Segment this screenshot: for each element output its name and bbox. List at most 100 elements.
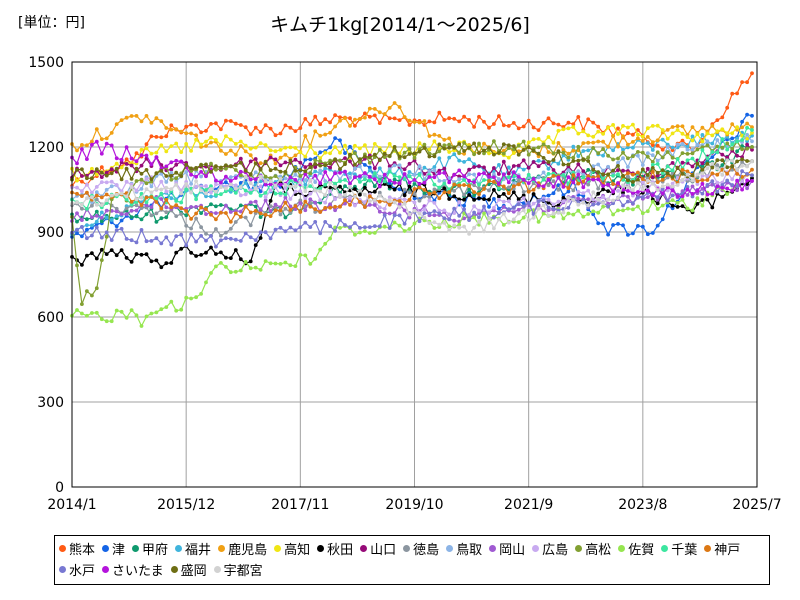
data-point [531,215,536,220]
data-point [740,187,744,192]
data-point [104,136,109,141]
y-tick-label: 0 [55,480,64,496]
data-point [104,198,109,203]
data-point [94,214,99,218]
data-point [492,226,496,231]
data-point [497,211,501,216]
data-point [308,262,313,266]
data-point [452,116,457,121]
data-point [650,160,655,164]
data-point [705,183,710,187]
data-point [596,139,601,144]
legend-item: 高知 [274,538,310,559]
data-point [90,176,94,181]
data-point [228,179,233,183]
data-point [636,170,640,175]
data-point [80,179,84,184]
data-point [99,258,104,262]
data-point [268,261,273,266]
data-point [586,155,591,160]
data-point [243,175,248,180]
data-point [402,193,407,198]
data-point [506,155,511,160]
data-point [372,184,377,189]
data-point [487,179,491,183]
data-point [636,204,640,209]
data-point [675,142,680,147]
data-point [730,142,735,147]
data-point [616,208,620,213]
data-point [228,119,233,123]
data-point [700,145,705,150]
data-point [109,248,114,253]
series-盛岡 [70,141,754,184]
legend-label: 高知 [284,543,311,558]
data-point [318,163,323,168]
data-point [621,190,625,195]
data-point [462,203,466,208]
data-point [189,169,194,174]
data-point [263,179,268,184]
data-point [248,259,253,264]
data-point [566,151,571,156]
data-point [224,134,228,139]
legend-label: 高松 [585,543,612,558]
data-point [179,174,184,179]
data-point [482,141,486,146]
data-point [194,211,199,216]
data-point [616,126,620,131]
data-point [472,125,476,129]
data-point [353,172,357,177]
data-point [640,211,645,216]
data-point [75,308,79,312]
data-point [571,148,576,153]
data-point [199,253,204,257]
data-point [715,138,720,142]
data-point [457,168,462,173]
data-point [631,132,635,137]
data-point [363,185,367,190]
data-point [452,194,457,199]
data-point [377,110,382,115]
data-point [154,258,159,263]
data-point [149,162,154,167]
data-point [367,199,372,204]
data-point [690,134,695,139]
data-point [199,170,204,174]
data-point [308,204,313,209]
data-point [750,176,754,181]
data-point [104,173,109,178]
data-point [501,142,506,147]
data-point [591,197,596,202]
data-point [214,204,218,209]
data-point [154,236,159,241]
data-point [303,117,308,121]
data-point [690,125,695,129]
data-point [457,150,462,155]
data-point [447,228,452,233]
data-point [516,220,521,225]
data-point [233,152,238,157]
data-point [621,134,625,139]
data-point [397,202,402,207]
data-point [104,187,109,192]
data-point [407,147,412,151]
data-point [303,154,308,159]
data-point [730,91,735,96]
data-point [219,192,223,197]
data-point [184,131,189,136]
data-point [80,225,84,229]
data-point [119,118,124,122]
x-tick-label: 2017/11 [271,497,329,513]
data-point [497,177,501,181]
data-point [675,165,680,170]
data-point [710,150,715,154]
data-point [233,176,238,180]
data-point [214,264,218,269]
data-point [586,212,591,216]
data-point [626,206,630,211]
data-point [263,123,268,128]
data-point [571,144,576,149]
data-point [253,161,258,166]
data-point [397,175,402,180]
